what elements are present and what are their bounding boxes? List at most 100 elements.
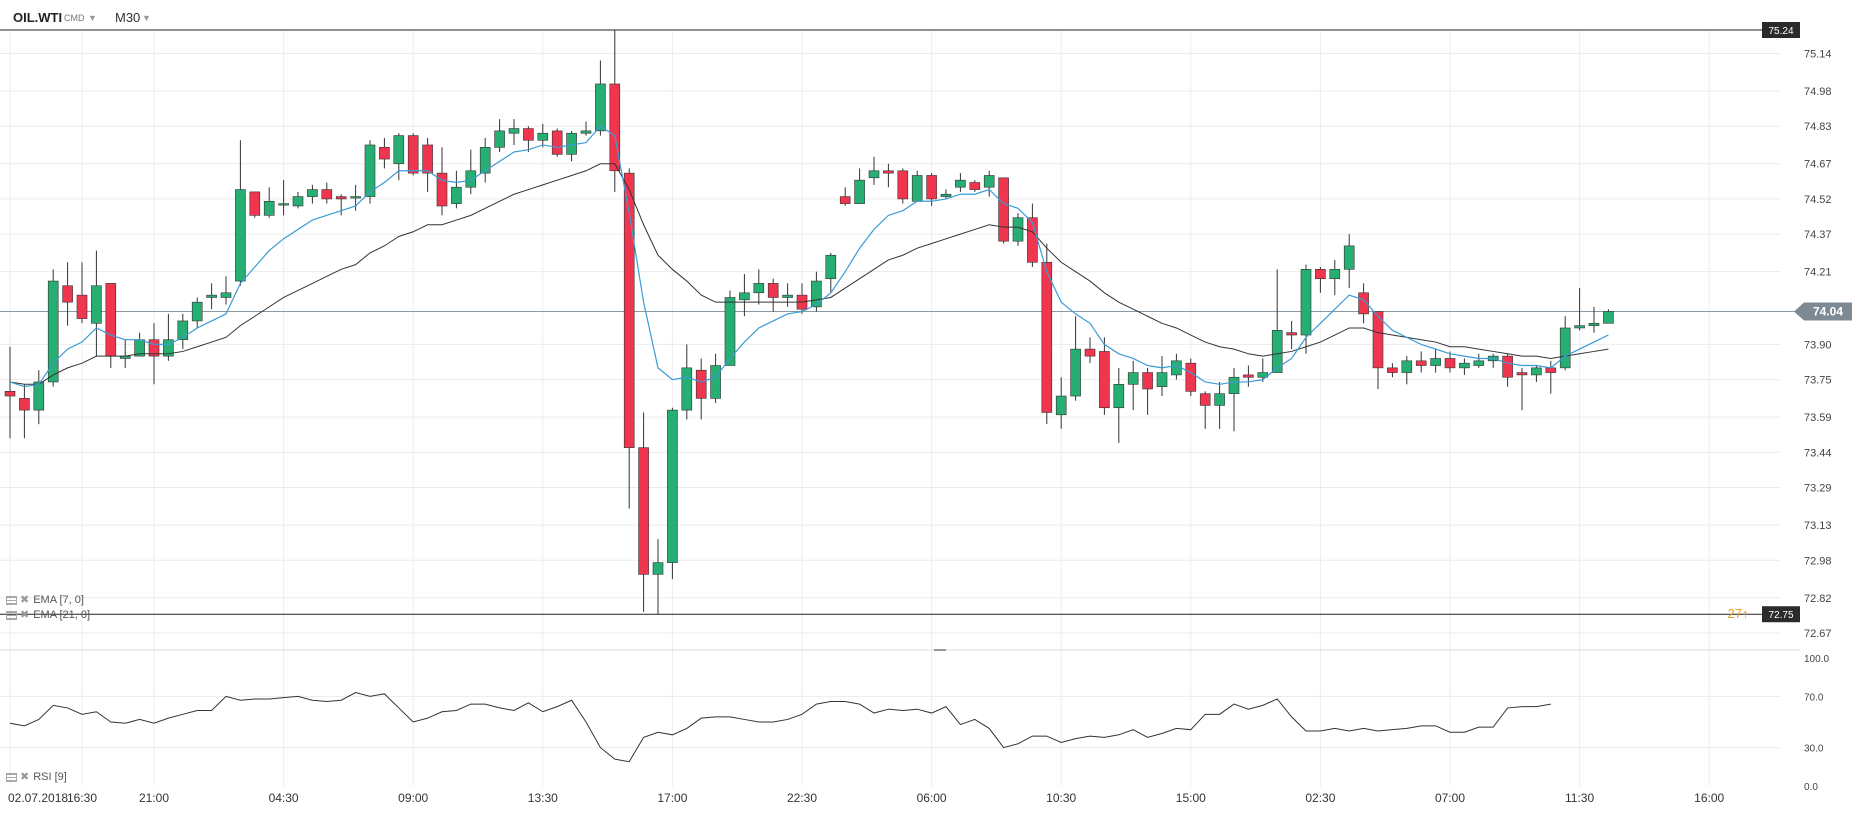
ema21-legend[interactable]: ✖ EMA [21, 0]: [6, 608, 90, 621]
candle-down[interactable]: [436, 172, 448, 207]
caret-down-icon[interactable]: ▼: [88, 13, 97, 23]
candle-down[interactable]: [19, 398, 30, 411]
candle-up[interactable]: [1228, 376, 1240, 394]
candle-down[interactable]: [609, 83, 621, 172]
candle-down[interactable]: [926, 175, 937, 200]
candle-up[interactable]: [739, 292, 750, 301]
candle-up[interactable]: [955, 179, 966, 188]
candle-up[interactable]: [753, 283, 765, 294]
candle-down[interactable]: [1516, 372, 1528, 376]
candle-up[interactable]: [1473, 360, 1485, 366]
candle-up[interactable]: [595, 83, 606, 132]
candle-down[interactable]: [695, 369, 707, 399]
candle-up[interactable]: [91, 285, 102, 324]
candle-down[interactable]: [76, 294, 88, 319]
candle-up[interactable]: [494, 130, 505, 148]
candle-up[interactable]: [177, 320, 189, 341]
candle-down[interactable]: [1041, 261, 1053, 413]
candle-up[interactable]: [191, 301, 203, 322]
candle-down[interactable]: [1185, 362, 1197, 392]
rsi-legend[interactable]: ✖ RSI [9]: [6, 770, 67, 783]
candle-down[interactable]: [4, 391, 16, 397]
caret-down-icon[interactable]: ▼: [142, 13, 151, 23]
candle-up[interactable]: [710, 365, 721, 399]
candle-down[interactable]: [1286, 332, 1297, 336]
candle-up[interactable]: [479, 147, 491, 174]
candle-up[interactable]: [1113, 383, 1125, 409]
candle-up[interactable]: [508, 128, 520, 134]
ema7-legend[interactable]: ✖ EMA [7, 0]: [6, 593, 84, 606]
candle-up[interactable]: [724, 297, 736, 366]
candle-up[interactable]: [307, 189, 318, 197]
candle-down[interactable]: [1084, 348, 1096, 357]
candle-up[interactable]: [1300, 269, 1312, 336]
candle-up[interactable]: [1459, 362, 1470, 369]
candle-up[interactable]: [235, 189, 246, 282]
candle-up[interactable]: [1588, 322, 1600, 326]
candle-up[interactable]: [278, 203, 289, 206]
candle-down[interactable]: [1415, 360, 1427, 366]
candle-up[interactable]: [163, 339, 174, 357]
close-icon[interactable]: ✖: [20, 609, 30, 621]
candle-up[interactable]: [47, 280, 59, 383]
candle-up[interactable]: [1559, 327, 1571, 369]
candle-down[interactable]: [1315, 269, 1326, 280]
candle-up[interactable]: [983, 175, 995, 188]
candle-up[interactable]: [811, 280, 822, 308]
candle-down[interactable]: [249, 191, 261, 216]
candle-up[interactable]: [681, 367, 693, 411]
candle-down[interactable]: [379, 147, 390, 160]
candle-up[interactable]: [263, 200, 275, 216]
candle-down[interactable]: [1444, 358, 1456, 369]
settings-icon[interactable]: [6, 610, 17, 620]
candle-up[interactable]: [1214, 393, 1225, 406]
candle-up[interactable]: [350, 196, 361, 199]
candle-up[interactable]: [580, 130, 592, 134]
candle-down[interactable]: [551, 130, 563, 155]
close-icon[interactable]: ✖: [20, 594, 30, 606]
candle-up[interactable]: [1329, 269, 1341, 280]
candle-up[interactable]: [1127, 372, 1139, 385]
candle-down[interactable]: [767, 283, 779, 298]
candle-up[interactable]: [220, 292, 232, 298]
settings-icon[interactable]: [6, 772, 17, 782]
candle-up[interactable]: [1070, 348, 1081, 397]
candle-down[interactable]: [407, 135, 419, 174]
candle-down[interactable]: [62, 285, 73, 303]
timeframe-selector[interactable]: M30: [115, 10, 141, 25]
candle-up[interactable]: [1430, 358, 1441, 366]
candle-up[interactable]: [1012, 217, 1024, 242]
candle-down[interactable]: [523, 128, 534, 141]
candle-down[interactable]: [422, 144, 433, 174]
market-type-label[interactable]: CMD: [64, 13, 85, 23]
candle-down[interactable]: [623, 172, 635, 448]
candle-up[interactable]: [911, 175, 923, 202]
candle-down[interactable]: [998, 177, 1009, 242]
candle-down[interactable]: [1358, 292, 1369, 315]
candle-down[interactable]: [1199, 393, 1211, 406]
candle-down[interactable]: [883, 170, 894, 174]
candle-down[interactable]: [105, 283, 117, 357]
candle-up[interactable]: [537, 132, 549, 141]
candle-down[interactable]: [839, 196, 851, 204]
candle-down[interactable]: [1545, 367, 1557, 373]
candle-up[interactable]: [667, 409, 678, 563]
candle-down[interactable]: [148, 339, 160, 357]
candle-up[interactable]: [465, 170, 477, 188]
candle-up[interactable]: [393, 135, 405, 165]
candle-up[interactable]: [854, 179, 865, 204]
candle-up[interactable]: [1055, 395, 1067, 416]
candle-up[interactable]: [782, 294, 793, 298]
candle-up[interactable]: [451, 186, 462, 204]
candle-up[interactable]: [364, 144, 376, 197]
candle-down[interactable]: [969, 182, 981, 190]
candle-down[interactable]: [335, 196, 347, 200]
candle-up[interactable]: [868, 170, 880, 179]
candle-down[interactable]: [638, 447, 649, 575]
candle-down[interactable]: [1243, 374, 1254, 378]
candle-up[interactable]: [206, 294, 217, 298]
candle-up[interactable]: [292, 196, 304, 207]
candle-up[interactable]: [940, 193, 952, 197]
candle-up[interactable]: [1271, 330, 1283, 373]
